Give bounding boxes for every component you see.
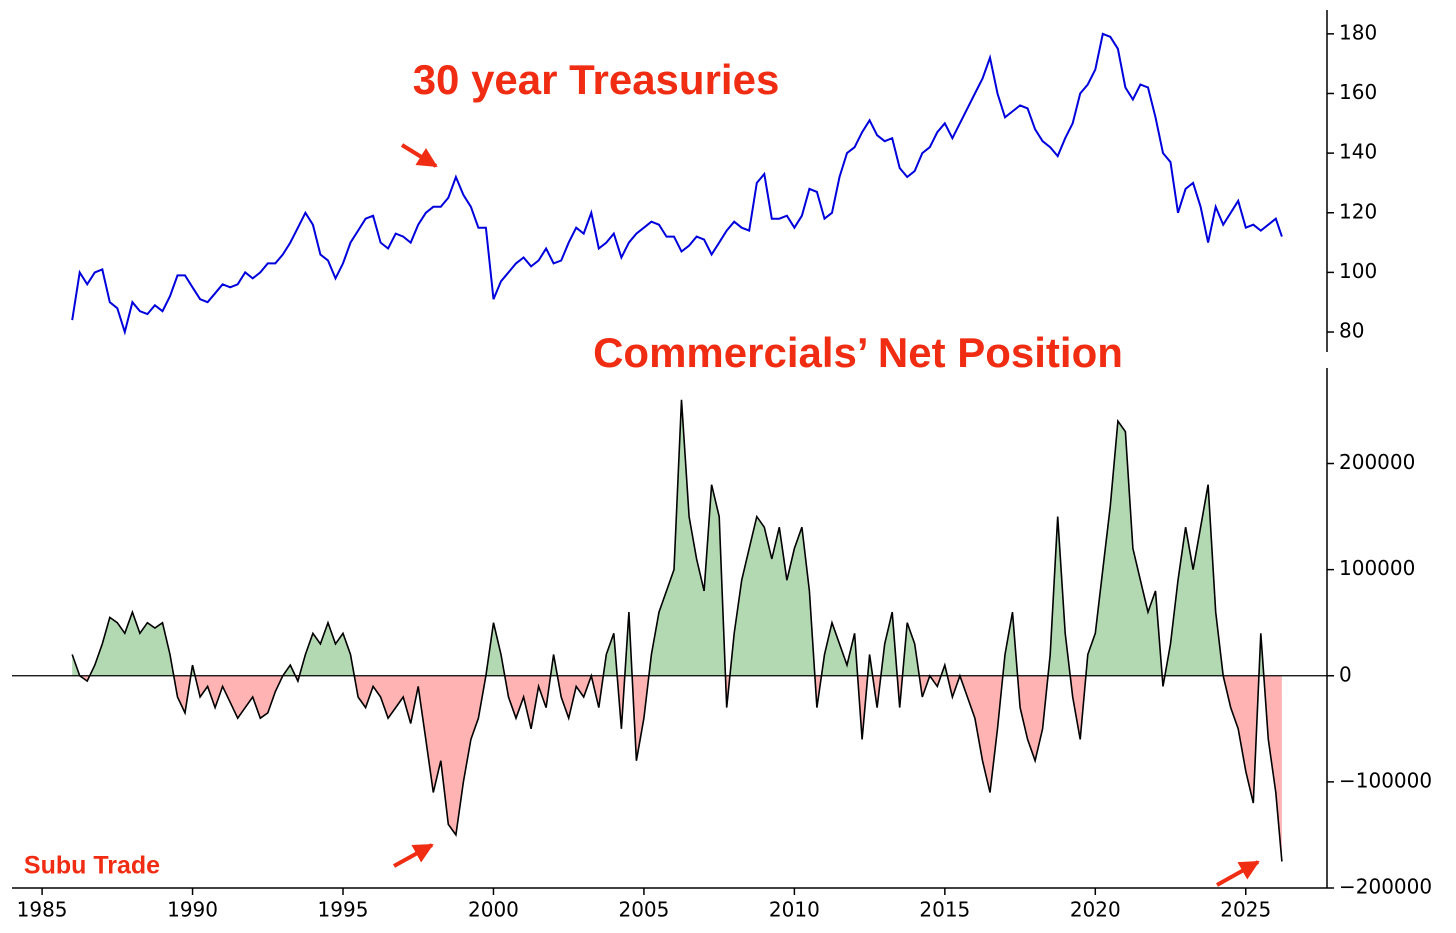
y-tick-label: 140 xyxy=(1339,140,1377,164)
bottom-title: Commercials’ Net Position xyxy=(593,329,1123,376)
x-tick-label: 1990 xyxy=(167,898,218,922)
y-tick-label: 0 xyxy=(1339,662,1352,686)
y-tick-label: 160 xyxy=(1339,80,1377,104)
y-tick-label: 100 xyxy=(1339,259,1377,283)
y-tick-label: 120 xyxy=(1339,199,1377,223)
x-tick-label: 1985 xyxy=(17,898,68,922)
y-tick-label: 100000 xyxy=(1339,556,1415,580)
x-tick-label: 2020 xyxy=(1070,898,1121,922)
top-title: 30 year Treasuries xyxy=(413,56,780,103)
series-line xyxy=(71,399,1283,862)
x-tick-label: 1995 xyxy=(318,898,369,922)
y-tick-label: 80 xyxy=(1339,319,1364,343)
y-tick-label: 200000 xyxy=(1339,450,1415,474)
y-tick-label: 180 xyxy=(1339,20,1377,44)
y-tick-label: −100000 xyxy=(1339,768,1432,792)
y-tick-label: −200000 xyxy=(1339,875,1432,899)
arrows xyxy=(393,143,1260,887)
x-tick-label: 2000 xyxy=(468,898,519,922)
x-tick-label: 2015 xyxy=(919,898,970,922)
x-tick-label: 2025 xyxy=(1220,898,1271,922)
positive-fill xyxy=(72,399,1282,676)
annotation: Subu Trade xyxy=(24,852,160,880)
x-tick-label: 2010 xyxy=(769,898,820,922)
negative-fill xyxy=(79,675,1282,862)
x-tick-label: 2005 xyxy=(618,898,669,922)
series-line xyxy=(71,32,1283,336)
